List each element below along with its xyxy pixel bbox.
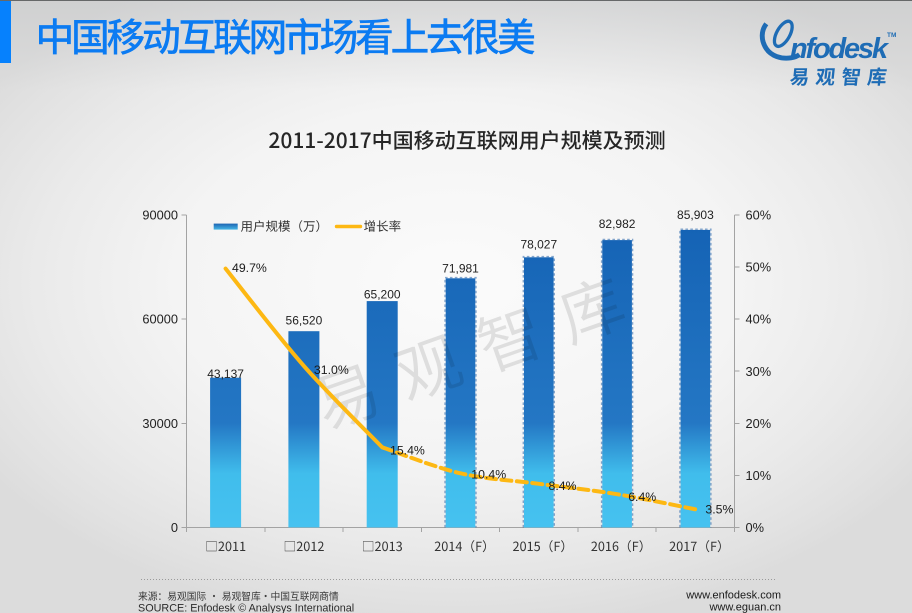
svg-text:49.7%: 49.7%: [232, 261, 267, 275]
svg-text:50%: 50%: [746, 260, 772, 275]
svg-text:31.0%: 31.0%: [314, 363, 349, 377]
svg-text:78,027: 78,027: [520, 238, 557, 252]
svg-text:10%: 10%: [746, 468, 772, 483]
svg-text:TM: TM: [887, 32, 896, 39]
svg-text:71,981: 71,981: [442, 262, 479, 276]
svg-text:60%: 60%: [746, 208, 772, 223]
svg-text:0: 0: [171, 520, 178, 535]
svg-text:www.enfodesk.com: www.enfodesk.com: [685, 590, 781, 602]
svg-text:6.4%: 6.4%: [628, 490, 656, 504]
svg-text:www.eguan.cn: www.eguan.cn: [708, 602, 781, 613]
svg-text:30%: 30%: [746, 364, 772, 379]
svg-text:0%: 0%: [746, 520, 765, 535]
svg-text:90000: 90000: [142, 208, 178, 223]
svg-text:60000: 60000: [142, 312, 178, 327]
svg-text:SOURCE: Enfodesk © Analysys In: SOURCE: Enfodesk © Analysys Internationa…: [138, 603, 354, 613]
svg-text:85,903: 85,903: [677, 208, 714, 222]
svg-text:30000: 30000: [142, 416, 178, 431]
svg-text:nfodesk: nfodesk: [790, 33, 890, 65]
svg-text:82,982: 82,982: [599, 217, 636, 231]
svg-text:3.5%: 3.5%: [705, 503, 733, 517]
svg-text:15.4%: 15.4%: [390, 444, 425, 458]
svg-text:65,200: 65,200: [364, 288, 401, 302]
svg-text:10.4%: 10.4%: [471, 468, 506, 482]
svg-text:56,520: 56,520: [286, 313, 323, 327]
svg-text:8.4%: 8.4%: [549, 479, 577, 493]
svg-text:20%: 20%: [746, 416, 772, 431]
svg-text:40%: 40%: [746, 312, 772, 327]
svg-text:43,137: 43,137: [207, 367, 244, 381]
